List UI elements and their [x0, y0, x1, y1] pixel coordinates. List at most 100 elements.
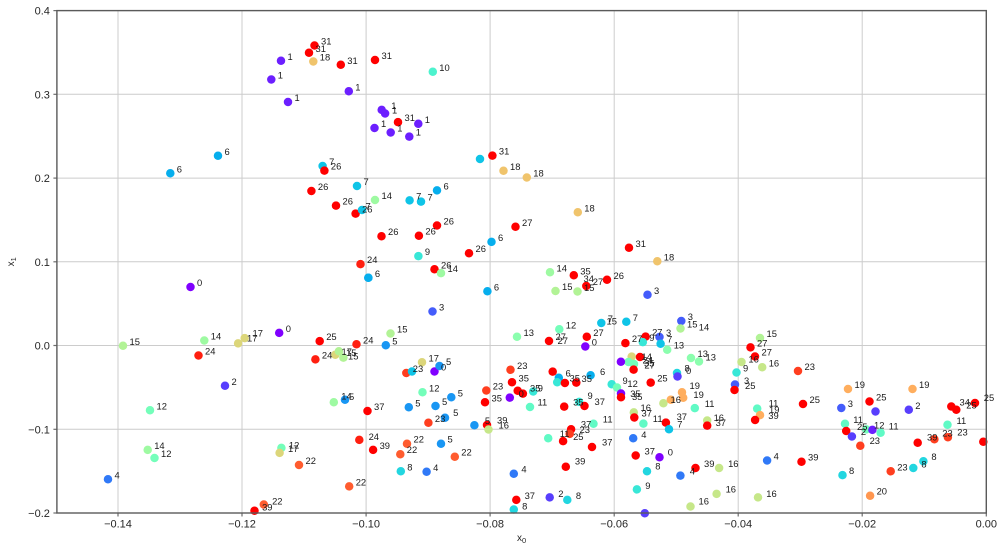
svg-text:12: 12 — [566, 319, 576, 330]
svg-text:0.0: 0.0 — [35, 341, 50, 353]
svg-text:26: 26 — [343, 196, 353, 207]
svg-text:16: 16 — [748, 353, 758, 364]
svg-text:11: 11 — [853, 414, 863, 425]
svg-text:2: 2 — [915, 400, 920, 411]
svg-text:1: 1 — [381, 118, 386, 129]
svg-text:25: 25 — [966, 400, 976, 411]
svg-text:6: 6 — [566, 368, 571, 379]
svg-text:25: 25 — [745, 380, 755, 391]
svg-text:7: 7 — [428, 192, 433, 203]
svg-text:37: 37 — [595, 396, 605, 407]
svg-text:25: 25 — [984, 392, 994, 403]
svg-text:31: 31 — [405, 112, 415, 123]
svg-text:−0.12: −0.12 — [228, 519, 256, 531]
svg-text:0.2: 0.2 — [35, 173, 50, 185]
svg-text:0.3: 0.3 — [35, 89, 50, 101]
svg-text:39: 39 — [380, 440, 390, 451]
svg-text:23: 23 — [897, 461, 907, 472]
svg-text:0.00: 0.00 — [976, 519, 997, 531]
svg-text:19: 19 — [690, 380, 700, 391]
svg-text:5: 5 — [446, 356, 451, 367]
svg-text:4: 4 — [774, 451, 779, 462]
svg-text:26: 26 — [614, 270, 624, 281]
svg-text:3: 3 — [654, 285, 659, 296]
svg-text:31: 31 — [499, 146, 509, 157]
svg-text:4: 4 — [521, 464, 526, 475]
svg-text:31: 31 — [321, 36, 331, 47]
svg-text:7: 7 — [667, 334, 672, 345]
svg-text:1: 1 — [278, 70, 283, 81]
svg-text:27: 27 — [593, 327, 603, 338]
svg-text:16: 16 — [728, 458, 738, 469]
svg-text:19: 19 — [769, 404, 779, 415]
svg-text:11: 11 — [560, 428, 570, 439]
svg-text:25: 25 — [876, 392, 886, 403]
svg-text:9: 9 — [588, 390, 593, 401]
svg-text:26: 26 — [388, 226, 398, 237]
svg-text:8: 8 — [685, 362, 690, 373]
svg-text:22: 22 — [461, 447, 471, 458]
svg-text:2: 2 — [558, 488, 563, 499]
svg-text:1: 1 — [288, 51, 293, 62]
svg-text:11: 11 — [889, 421, 899, 432]
svg-text:9: 9 — [645, 480, 650, 491]
svg-text:x0: x0 — [517, 533, 526, 545]
svg-text:14: 14 — [699, 321, 709, 332]
svg-text:1: 1 — [392, 105, 397, 116]
svg-text:25: 25 — [657, 373, 667, 384]
svg-text:5: 5 — [485, 415, 490, 426]
svg-text:14: 14 — [382, 190, 392, 201]
svg-text:5: 5 — [453, 407, 458, 418]
svg-text:11: 11 — [769, 398, 779, 409]
svg-text:7: 7 — [366, 201, 371, 212]
svg-text:6: 6 — [498, 232, 503, 243]
svg-text:5: 5 — [458, 387, 463, 398]
svg-text:6: 6 — [177, 163, 182, 174]
svg-text:39: 39 — [262, 502, 272, 513]
svg-text:0: 0 — [686, 365, 691, 376]
svg-text:0.4: 0.4 — [35, 6, 50, 18]
svg-text:14: 14 — [448, 263, 458, 274]
svg-text:24: 24 — [367, 254, 377, 265]
svg-text:26: 26 — [476, 243, 486, 254]
svg-text:10: 10 — [439, 62, 449, 73]
svg-text:27: 27 — [762, 347, 772, 358]
svg-text:16: 16 — [671, 394, 681, 405]
svg-text:16: 16 — [641, 402, 651, 413]
svg-text:−0.06: −0.06 — [600, 519, 628, 531]
svg-text:24: 24 — [369, 431, 379, 442]
svg-text:12: 12 — [874, 420, 884, 431]
svg-text:12: 12 — [157, 400, 167, 411]
svg-text:35: 35 — [632, 391, 642, 402]
svg-text:18: 18 — [320, 52, 330, 63]
svg-text:14: 14 — [642, 351, 652, 362]
svg-text:15: 15 — [562, 281, 572, 292]
svg-text:16: 16 — [769, 357, 779, 368]
svg-text:24: 24 — [322, 349, 332, 360]
svg-text:35: 35 — [573, 397, 583, 408]
svg-text:14: 14 — [211, 331, 221, 342]
svg-text:3: 3 — [666, 327, 671, 338]
svg-text:8: 8 — [921, 459, 926, 470]
svg-text:7: 7 — [329, 156, 334, 167]
svg-text:11: 11 — [603, 414, 613, 425]
svg-text:7: 7 — [364, 176, 369, 187]
svg-text:35: 35 — [570, 373, 580, 384]
svg-text:39: 39 — [704, 458, 714, 469]
svg-text:26: 26 — [441, 259, 451, 270]
svg-text:−0.02: −0.02 — [848, 519, 876, 531]
svg-text:19: 19 — [919, 379, 929, 390]
svg-text:18: 18 — [584, 202, 594, 213]
svg-text:35: 35 — [492, 392, 502, 403]
svg-text:15: 15 — [767, 328, 777, 339]
svg-text:27: 27 — [757, 337, 767, 348]
svg-text:35: 35 — [530, 382, 540, 393]
svg-text:27: 27 — [652, 327, 662, 338]
svg-text:15: 15 — [346, 347, 356, 358]
svg-text:27: 27 — [644, 360, 654, 371]
svg-text:27: 27 — [632, 333, 642, 344]
svg-text:4: 4 — [690, 466, 695, 477]
svg-text:4: 4 — [433, 462, 438, 473]
svg-text:6: 6 — [444, 180, 449, 191]
svg-text:35: 35 — [582, 373, 592, 384]
